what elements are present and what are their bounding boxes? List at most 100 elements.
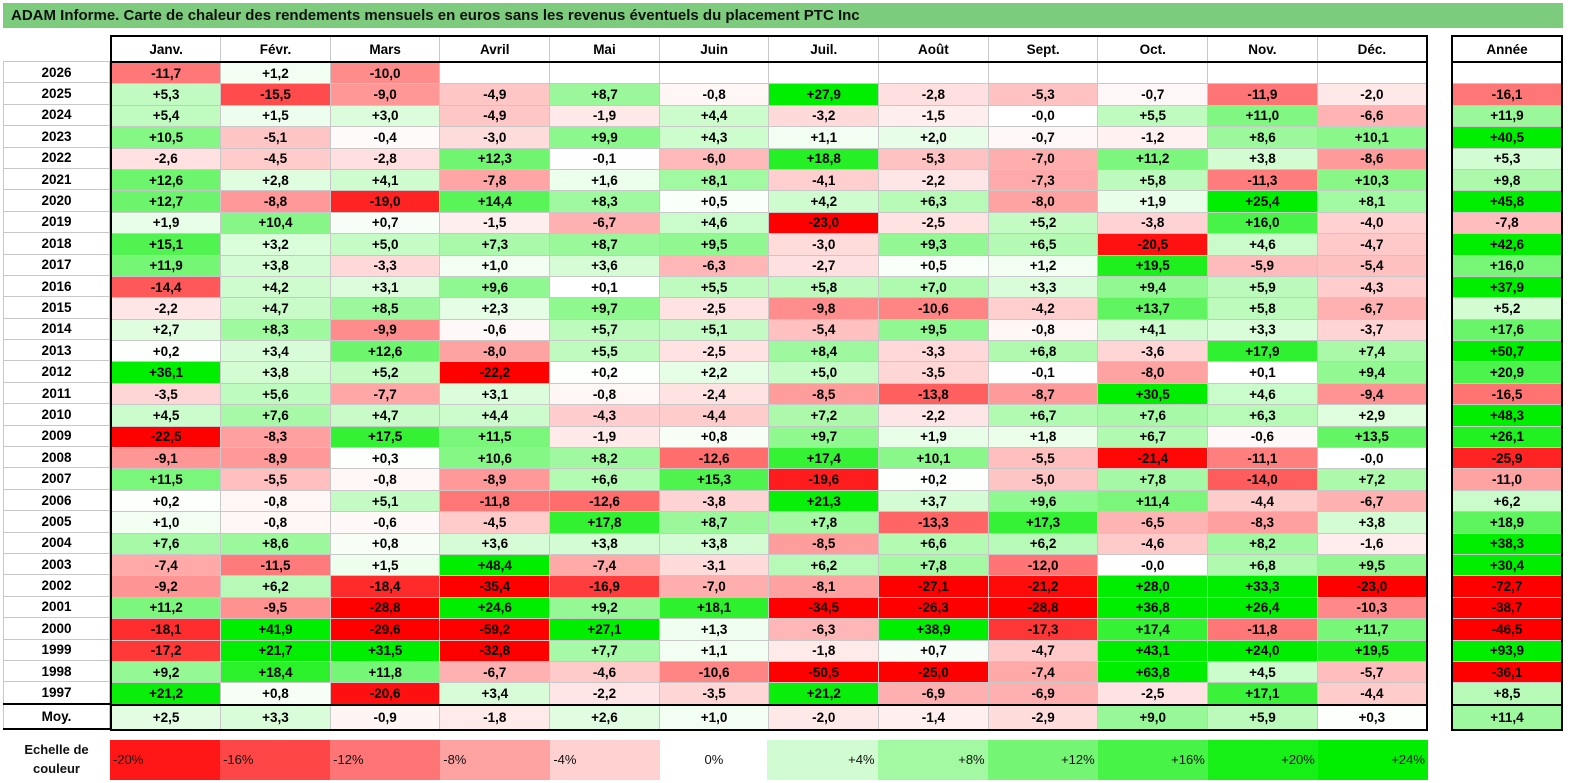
heatmap-cell: +8,7 xyxy=(658,511,770,534)
annual-cell: -16,5 xyxy=(1451,382,1563,406)
heatmap-cell: -11,7 xyxy=(110,61,222,85)
heatmap-cell: -35,4 xyxy=(439,575,551,598)
annual-cell: +9,8 xyxy=(1451,168,1563,192)
heatmap-cell: -0,6 xyxy=(439,318,551,342)
heatmap-cell: -21,4 xyxy=(1097,447,1209,470)
year-row: -2,2 +4,7 +8,5 +2,3 +9,7 -2,5 -9,8 -10,6 -4,2 +13… xyxy=(110,297,1428,320)
heatmap-cell: -4,0 xyxy=(1316,211,1428,235)
heatmap-cell: -0,8 xyxy=(549,382,660,406)
heatmap-cell: +3,6 xyxy=(549,254,660,277)
heatmap-cell: -11,9 xyxy=(1207,83,1318,106)
heatmap-cell: +7,6 xyxy=(220,404,331,427)
heatmap-cell: +9,2 xyxy=(110,660,222,684)
heatmap-cell: -5,3 xyxy=(878,147,989,170)
year-label: 2005 xyxy=(3,510,110,533)
heatmap-cell: -17,2 xyxy=(110,639,222,662)
heatmap-cell: +19,5 xyxy=(1316,639,1428,662)
heatmap-cell: -11,3 xyxy=(1207,168,1318,192)
year-label: 2013 xyxy=(3,339,110,362)
heatmap-cell: -20,6 xyxy=(329,682,441,706)
heatmap-cell: -8,0 xyxy=(439,340,551,363)
heatmap-cell: +5,8 xyxy=(1207,297,1318,320)
year-row: +12,6 +2,8 +4,1 -7,8 +1,6 +8,1 -4,1 -2,2 -7,3 +5,… xyxy=(110,168,1428,192)
heatmap-cell: -1,2 xyxy=(1097,126,1209,149)
heatmap-cell: +0,2 xyxy=(110,489,222,513)
heatmap-cell: -0,7 xyxy=(987,126,1099,149)
year-label: 2023 xyxy=(3,125,110,148)
heatmap-cell: -10,6 xyxy=(658,660,770,684)
heatmap-cell: +1,9 xyxy=(1097,190,1209,213)
heatmap-cell xyxy=(658,61,770,85)
heatmap-cell: +3,8 xyxy=(549,532,660,555)
year-label: 2021 xyxy=(3,167,110,191)
average-cell: -2,9 xyxy=(987,703,1099,731)
heatmap-cell: +7,0 xyxy=(878,275,989,299)
heatmap-cell: +5,1 xyxy=(658,318,770,342)
annual-cell: +11,9 xyxy=(1451,104,1563,128)
heatmap-cell: -8,3 xyxy=(220,425,331,449)
heatmap-cell: +8,7 xyxy=(549,233,660,256)
heatmap-cell: +14,4 xyxy=(439,190,551,213)
month-header-10: Oct. xyxy=(1097,35,1209,63)
annual-cell: -11,0 xyxy=(1451,468,1563,491)
heatmap-cell: +9,5 xyxy=(658,233,770,256)
heatmap-cell: +18,4 xyxy=(220,660,331,684)
scale-step: +20% xyxy=(1207,740,1318,780)
heatmap-cell: +8,5 xyxy=(329,297,441,320)
heatmap-cell: -23,0 xyxy=(768,211,880,235)
heatmap-cell: +0,2 xyxy=(549,361,660,384)
heatmap-cell: +4,6 xyxy=(658,211,770,235)
month-header-2: Févr. xyxy=(220,35,331,63)
heatmap-cell: +9,5 xyxy=(1316,553,1428,577)
heatmap-cell: +3,0 xyxy=(329,104,441,128)
heatmap-cell: +4,5 xyxy=(110,404,222,427)
average-cell: +0,3 xyxy=(1316,703,1428,731)
heatmap-cell: +6,2 xyxy=(220,575,331,598)
heatmap-cell: +1,0 xyxy=(110,511,222,534)
year-label: 2016 xyxy=(3,274,110,298)
scale-step: -16% xyxy=(220,740,331,780)
heatmap-cell: -11,8 xyxy=(439,489,551,513)
heatmap-cell: +5,2 xyxy=(987,211,1099,235)
year-row: +9,2 +18,4 +11,8 -6,7 -4,6 -10,6 -50,5 -25,0 -7,… xyxy=(110,660,1428,684)
heatmap-cell: -2,2 xyxy=(110,297,222,320)
heatmap-cell: +15,3 xyxy=(658,468,770,491)
annual-cell: +45,8 xyxy=(1451,190,1563,213)
year-row: +7,6 +8,6 +0,8 +3,6 +3,8 +3,8 -8,5 +6,6 +6,2 -4,6… xyxy=(110,532,1428,555)
heatmap-cell: +9,3 xyxy=(878,233,989,256)
heatmap-cell: -4,6 xyxy=(1097,532,1209,555)
heatmap-cell: +21,2 xyxy=(110,682,222,706)
annual-cell: +5,3 xyxy=(1451,147,1563,170)
year-row: -2,6 -4,5 -2,8 +12,3 -0,1 -6,0 +18,8 -5,3 -7,0 +1… xyxy=(110,147,1428,170)
year-label: 2012 xyxy=(3,360,110,383)
year-label: 2009 xyxy=(3,424,110,448)
heatmap-cell: +17,4 xyxy=(768,447,880,470)
heatmap-cell: -4,7 xyxy=(987,639,1099,662)
heatmap-cell: +8,3 xyxy=(549,190,660,213)
heatmap-cell: -12,6 xyxy=(658,447,770,470)
average-cell: +3,3 xyxy=(220,703,331,731)
heatmap-cell: +0,7 xyxy=(329,211,441,235)
heatmap-cell: -7,0 xyxy=(987,147,1099,170)
heatmap-cell: -5,5 xyxy=(987,447,1099,470)
heatmap-cell: -4,5 xyxy=(220,147,331,170)
heatmap-cell: -26,3 xyxy=(878,596,989,620)
month-header-7: Juil. xyxy=(768,35,880,63)
heatmap-cell: +3,2 xyxy=(220,233,331,256)
year-row: +4,5 +7,6 +4,7 +4,4 -4,3 -4,4 +7,2 -2,2 +6,7 +7,6… xyxy=(110,404,1428,427)
heatmap-cell: +1,2 xyxy=(220,61,331,85)
heatmap-cell: -9,9 xyxy=(329,318,441,342)
heatmap-cell: -25,0 xyxy=(878,660,989,684)
annual-cell: +40,5 xyxy=(1451,126,1563,149)
heatmap-cell: +6,7 xyxy=(1097,425,1209,449)
heatmap-cell: +2,3 xyxy=(439,297,551,320)
heatmap-cell: -1,9 xyxy=(549,104,660,128)
heatmap-cell: -5,0 xyxy=(987,468,1099,491)
heatmap-cell xyxy=(1207,61,1318,85)
heatmap-cell: +6,3 xyxy=(1207,404,1318,427)
year-label: 2017 xyxy=(3,253,110,276)
heatmap-cell: +8,2 xyxy=(1207,532,1318,555)
heatmap-cell: -3,8 xyxy=(658,489,770,513)
heatmap-cell: -0,0 xyxy=(1097,553,1209,577)
heatmap-cell: -3,8 xyxy=(1097,211,1209,235)
